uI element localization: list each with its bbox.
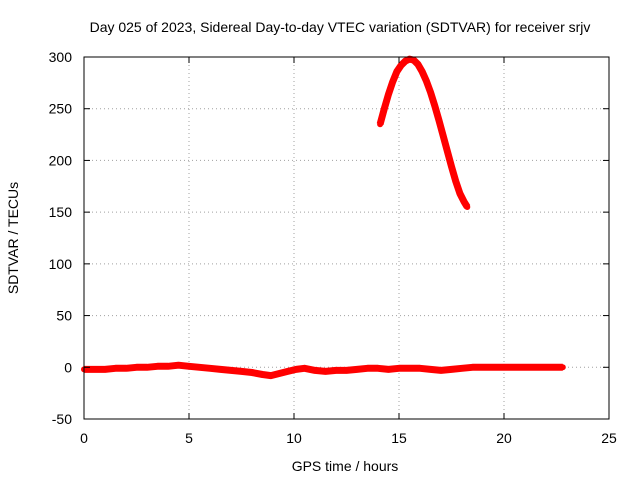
series-0-point: [543, 364, 549, 371]
series-1-point: [423, 77, 430, 84]
series-1-point: [461, 198, 468, 205]
tick-labels: 0 5 10 15 20 25 -50 0 50 100 150 200 250 300: [49, 49, 617, 446]
series-0-point: [511, 364, 518, 371]
series-1-point: [448, 163, 455, 170]
series-0-point: [207, 365, 213, 372]
series-0-point: [343, 367, 350, 374]
y-tick-label: 50: [56, 308, 72, 324]
series-1-point: [381, 105, 388, 112]
series-0-point: [469, 364, 476, 371]
x-tick-label: 20: [496, 430, 512, 446]
series-0-point: [301, 365, 308, 372]
series-1-point: [427, 89, 434, 96]
series-0-point: [91, 366, 98, 373]
series-0-point: [312, 367, 318, 374]
series-0-point: [144, 364, 150, 371]
x-axis-title: GPS time / hours: [292, 458, 399, 474]
series-1-point: [385, 91, 392, 98]
series-1-point: [410, 57, 417, 64]
series-0-point: [438, 367, 444, 374]
series-1-point: [452, 178, 459, 185]
series-1-point: [440, 132, 447, 139]
series-0-point: [112, 365, 119, 372]
series-0-point: [396, 365, 402, 372]
series-0-point: [322, 368, 329, 375]
series-1-point: [377, 121, 384, 128]
series-0-point: [385, 366, 392, 373]
series-0-point: [238, 368, 245, 375]
series-0-point: [267, 372, 274, 379]
series-0-point: [417, 365, 423, 372]
series-0-point: [293, 366, 300, 373]
series-0-point: [276, 370, 283, 377]
series-0-point: [123, 365, 129, 372]
series-0-point: [217, 366, 224, 373]
x-tick-label: 10: [286, 430, 302, 446]
series-1-point: [398, 62, 405, 69]
series-0-point: [186, 363, 192, 370]
series-0-point: [375, 365, 381, 372]
series-0-point: [228, 367, 234, 374]
series-1-point: [414, 61, 421, 68]
grid: [84, 57, 609, 419]
y-tick-label: 250: [49, 101, 73, 117]
series-1-point: [464, 204, 471, 210]
series-0-point: [249, 369, 255, 376]
series-0-point: [459, 365, 465, 372]
series-0-point: [406, 365, 413, 372]
y-tick-label: 100: [49, 256, 73, 272]
y-tick-label: -50: [52, 411, 72, 427]
x-tick-label: 15: [391, 430, 407, 446]
series-layer: [81, 55, 566, 380]
series-1-point: [435, 117, 442, 124]
x-tick-label: 5: [185, 430, 193, 446]
y-tick-label: 200: [49, 152, 73, 168]
series-1-point: [444, 148, 451, 155]
series-1-point: [389, 78, 396, 85]
series-1-point: [456, 190, 463, 197]
series-0-point: [559, 364, 566, 371]
series-0-point: [154, 363, 161, 370]
series-1-point: [419, 68, 426, 75]
series-0-point: [364, 365, 371, 372]
series-0-point: [480, 364, 486, 371]
series-0-point: [532, 364, 539, 371]
series-0-point: [175, 362, 182, 369]
series-0-point: [490, 364, 497, 371]
series-1-point: [393, 68, 400, 75]
series-0-point: [448, 366, 455, 373]
y-tick-label: 0: [64, 359, 72, 375]
x-tick-label: 25: [601, 430, 617, 446]
series-0-point: [165, 363, 171, 370]
series-0-point: [522, 364, 528, 371]
plot-frame: [83, 56, 610, 420]
y-axis-title: SDTVAR / TECUs: [5, 182, 21, 294]
series-1-line: [376, 55, 471, 209]
ticks: [83, 56, 610, 420]
series-0-point: [427, 366, 434, 373]
series-0-point: [553, 364, 560, 371]
x-tick-label: 0: [80, 430, 88, 446]
chart-title: Day 025 of 2023, Sidereal Day-to-day VTE…: [90, 19, 591, 35]
series-0-point: [354, 366, 360, 373]
series-0-point: [501, 364, 507, 371]
series-0-point: [284, 368, 291, 375]
series-0-point: [196, 364, 203, 371]
y-tick-label: 300: [49, 49, 73, 65]
series-0-point: [133, 364, 140, 371]
series-0-point: [259, 371, 266, 378]
series-0-point: [333, 367, 339, 374]
y-tick-label: 150: [49, 204, 73, 220]
series-0-point: [102, 366, 108, 373]
series-1-point: [431, 102, 438, 109]
